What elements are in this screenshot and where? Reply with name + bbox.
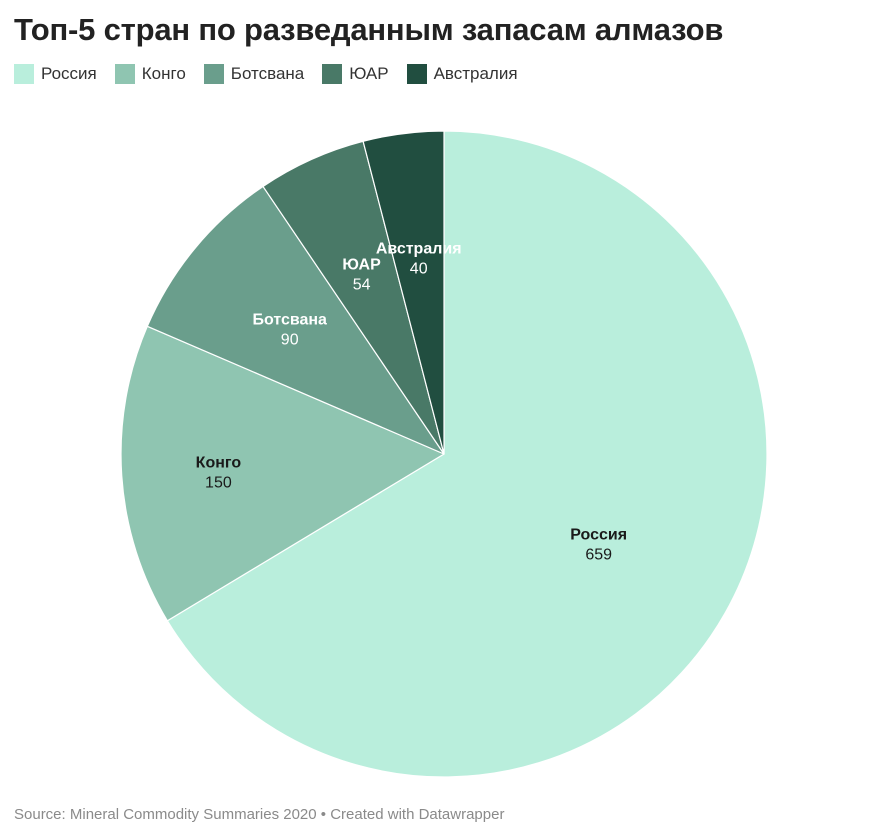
legend-label-botswana: Ботсвана	[230, 64, 305, 83]
legend-swatch-russia	[14, 64, 34, 84]
legend-label-congo: Конго	[141, 64, 186, 83]
legend-item-australia: Австралия	[406, 64, 518, 84]
legend-item-south-africa: ЮАР	[322, 64, 389, 84]
legend-swatch-congo	[114, 64, 135, 84]
slice-value-australia: 40	[410, 260, 428, 277]
source-note: Source: Mineral Commodity Summaries 2020…	[14, 806, 505, 823]
slice-label-congo: Конго	[196, 454, 242, 471]
pie-slice-congo	[120, 325, 445, 622]
chart-legend: Россия Конго Ботсвана ЮАР Австралия	[14, 64, 536, 84]
slice-value-russia: 659	[585, 546, 612, 563]
legend-item-russia: Россия	[14, 64, 97, 84]
slice-label-australia: Австралия	[376, 240, 462, 257]
pie-slice-australia	[362, 130, 445, 455]
legend-label-australia: Австралия	[433, 64, 518, 83]
legend-label-russia: Россия	[41, 64, 97, 83]
legend-swatch-south-africa	[322, 64, 343, 84]
slice-label-botswana: Ботсвана	[252, 311, 327, 328]
slice-value-botswana: 90	[281, 331, 299, 348]
legend-swatch-australia	[406, 64, 427, 84]
slice-label-russia: Россия	[570, 526, 627, 543]
legend-item-botswana: Ботсвана	[203, 64, 305, 84]
slice-label-south-africa: ЮАР	[342, 257, 381, 274]
chart-title: Топ-5 стран по разведанным запасам алмаз…	[14, 12, 724, 47]
pie-slice-russia	[166, 130, 768, 778]
pie-slice-botswana	[146, 185, 445, 455]
pie-chart: Россия 659 Конго 150 Ботсвана 90 ЮАР 54 Австрали…	[120, 130, 768, 778]
legend-label-south-africa: ЮАР	[349, 64, 389, 83]
legend-swatch-botswana	[203, 64, 224, 84]
legend-item-congo: Конго	[114, 64, 186, 84]
slice-value-south-africa: 54	[353, 277, 371, 294]
slice-value-congo: 150	[205, 474, 232, 491]
